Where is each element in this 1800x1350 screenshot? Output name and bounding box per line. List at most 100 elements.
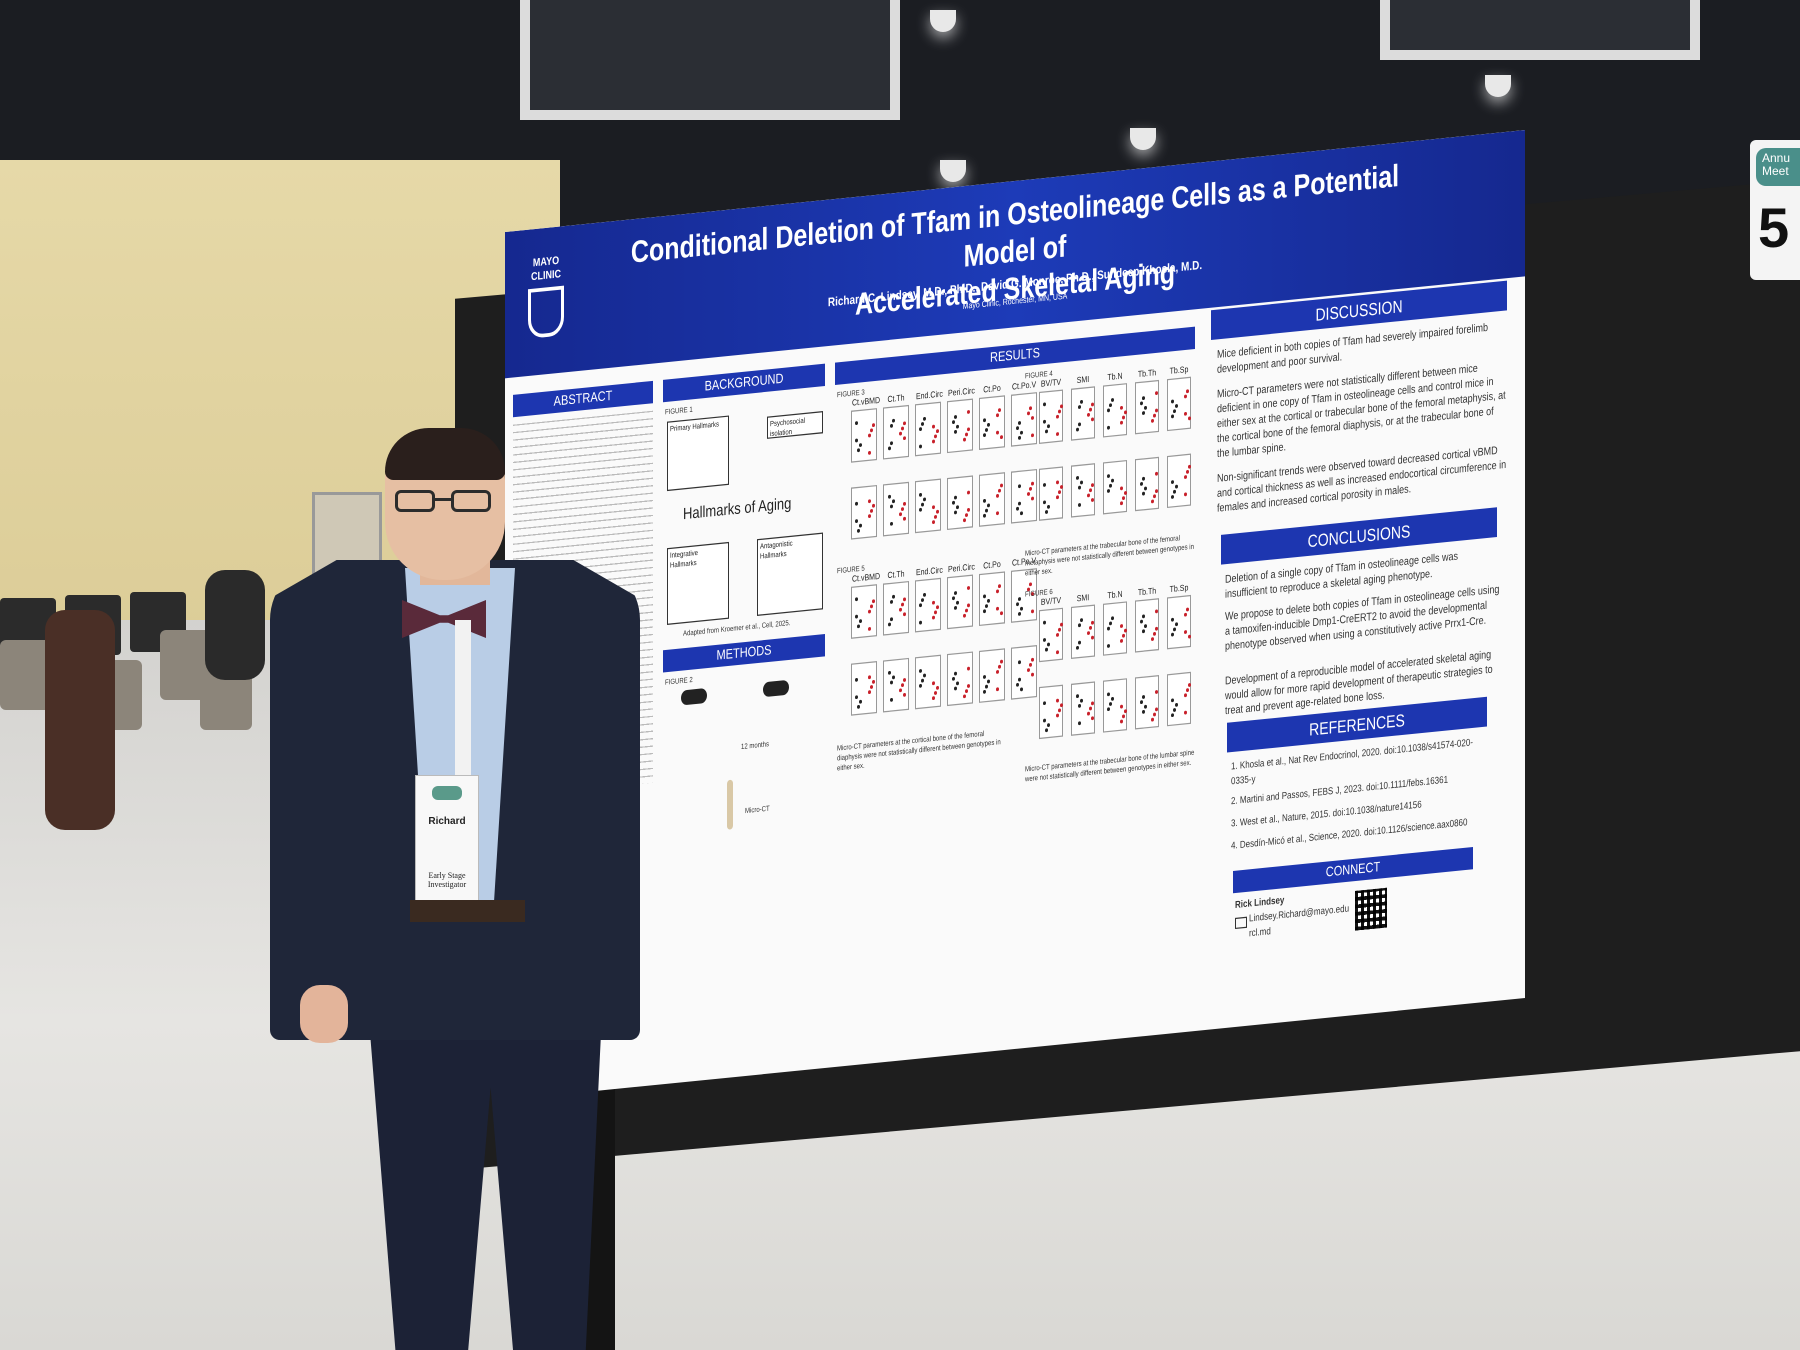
plot-panel: BV/TV [1039,597,1063,663]
plot-dot [987,598,990,603]
plot-dot [936,429,939,434]
plot-dot [923,592,926,597]
plot-dot [872,679,875,684]
plot-dot [996,493,999,498]
plot-dot [1107,643,1110,648]
plot-dot [855,597,858,602]
plot-dot [1153,413,1156,418]
plot-dot [903,597,906,602]
plot-dot [1018,435,1021,440]
plot-dot [1091,620,1094,625]
plot-dot [934,610,937,615]
plot-dot [1078,640,1081,645]
plot-dot [1142,709,1145,714]
plot-dot [1031,433,1034,438]
plot-dot [1047,504,1050,509]
email-icon [1235,916,1247,930]
plot-panel [1011,645,1037,700]
plot-dot [1078,485,1081,490]
plot-dot [1188,416,1191,421]
plot-dot [983,433,986,438]
plot-dot [1140,619,1143,624]
plot-dot [1120,420,1123,425]
plot-dot [892,418,895,423]
plot-dot [983,609,986,614]
plot-panel-label: Tb.Sp [1169,584,1189,595]
seated-person [205,570,265,680]
plot-dot [1151,637,1154,642]
plot-dot [983,498,986,503]
plot-dot [1043,500,1046,505]
plot-dot [1027,668,1030,673]
plot-dot [1091,701,1094,706]
plot-panel [1167,671,1191,727]
plot-dot [1056,698,1059,703]
plot-dot [921,678,924,683]
plot-dot [996,606,999,611]
plot-panel: Ct.Po.V [1011,381,1037,447]
plot-dot [1184,710,1187,715]
plot-dot [1142,614,1145,619]
plot-dot [952,420,955,425]
plot-dot [1031,496,1034,501]
plot-dot [923,416,926,421]
plot-dot [1000,611,1003,616]
presenter-hair [385,428,505,480]
plot-dot [890,521,893,526]
plot-dot [923,673,926,678]
plot-dot [1124,410,1127,415]
plot-panel: Tb.N [1103,591,1127,656]
plot-dot [932,520,935,525]
plot-dot [1175,484,1178,489]
plot-panel [1039,684,1063,740]
plot-dot [967,586,970,591]
plot-dot [1173,409,1176,414]
plot-panel [1135,456,1159,512]
plot-dot [903,612,906,617]
plot-dot [1120,704,1123,709]
plot-dot [1018,420,1021,425]
plot-dot [857,448,860,453]
plot-dot [936,605,939,610]
plot-panel [1103,459,1127,515]
figure-3-panels: Ct.vBMD Ct.Th End.Circ Peri.Circ Ct.Po Ct.Po.… [851,381,1037,540]
plot-dot [965,513,968,518]
plot-dot [1078,623,1081,628]
plot-dot [985,684,988,689]
plot-dot [1016,682,1019,687]
plot-dot [1076,475,1079,480]
plot-dot [890,504,893,509]
plot-dot [952,500,955,505]
plot-dot [1140,700,1143,705]
antagonistic-hallmarks-box: Antagonistic Hallmarks [757,532,823,616]
plot-dot [1043,718,1046,723]
plot-dot [855,695,858,700]
plot-dot [1155,391,1158,396]
plot-panel-label: Ct.vBMD [852,396,880,409]
plot-dot [967,490,970,495]
plot-panel: Tb.N [1103,372,1127,438]
plot-dot [934,514,937,519]
plot-dot [1155,689,1158,694]
plot-dot [888,622,891,627]
plot-dot [1043,402,1046,407]
plot-panel-label: SMI [1076,375,1090,386]
plot-dot [899,512,902,517]
plot-dot [1111,616,1114,621]
plot-dot [1153,631,1156,636]
plot-panel-label: Tb.N [1107,590,1123,601]
plot-panel: Ct.Po [979,385,1005,450]
plot-dot [1060,484,1063,489]
plot-dot [1091,483,1094,488]
plot-dot [1151,418,1154,423]
mayo-clinic-logo: MAYO CLINIC [519,252,573,339]
plot-panel-label: End.Circ [916,390,943,402]
plot-dot [934,691,937,696]
plot-panel-label: Peri.Circ [948,387,975,399]
plot-dot [1080,480,1083,485]
shield-icon [528,285,564,339]
plot-dot [903,421,906,426]
plot-dot [1047,424,1050,429]
plot-dot [1122,633,1125,638]
plot-dot [1029,486,1032,491]
